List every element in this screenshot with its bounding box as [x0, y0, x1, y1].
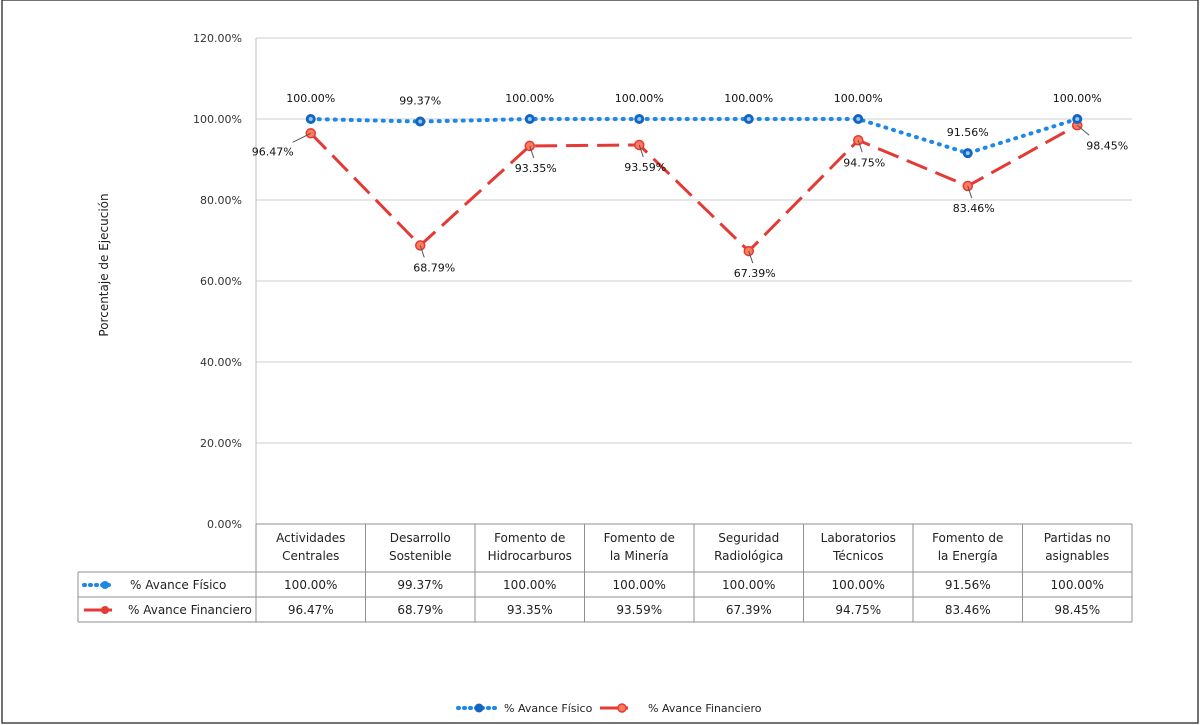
- data-label: 93.59%: [624, 161, 666, 174]
- table-cell: 100.00%: [1051, 578, 1104, 592]
- category-label: Sostenible: [389, 549, 452, 563]
- label-leader: [529, 145, 535, 159]
- category-label: Partidas no: [1044, 531, 1111, 545]
- label-leader: [638, 144, 644, 158]
- table-cell: 91.56%: [945, 578, 991, 592]
- table-cell: 100.00%: [722, 578, 775, 592]
- data-point-inner: [856, 117, 861, 121]
- y-axis: 0.00% 20.00% 40.00% 60.00% 80.00% 100.00% 120.…: [193, 32, 242, 531]
- row-key-marker: [101, 606, 109, 614]
- data-label: 99.37%: [399, 95, 441, 108]
- table-cell: 68.79%: [397, 603, 443, 617]
- data-label: 100.00%: [724, 92, 773, 105]
- category-label: Seguridad: [718, 531, 779, 545]
- table-cell: 98.45%: [1054, 603, 1100, 617]
- category-label: Técnicos: [832, 549, 883, 563]
- data-point-inner: [1075, 117, 1080, 121]
- table-cell: 67.39%: [726, 603, 772, 617]
- data-label: 98.45%: [1086, 139, 1128, 152]
- data-point-inner: [637, 117, 642, 121]
- legend-key-marker: [474, 703, 484, 713]
- row-key-marker: [101, 581, 109, 589]
- category-label: la Energía: [938, 549, 998, 563]
- label-leader: [1076, 124, 1090, 136]
- data-label: 83.46%: [953, 202, 995, 215]
- y-tick-label: 120.00%: [193, 32, 242, 45]
- data-label: 100.00%: [286, 92, 335, 105]
- category-label: Hidrocarburos: [488, 549, 572, 563]
- category-label: Radiológica: [714, 549, 783, 563]
- y-tick-label: 40.00%: [200, 356, 242, 369]
- category-label: Laboratorios: [821, 531, 896, 545]
- label-leader: [292, 132, 311, 143]
- label-leader: [748, 250, 754, 264]
- row-header: % Avance Financiero: [128, 603, 252, 617]
- y-tick-label: 80.00%: [200, 194, 242, 207]
- table-cell: 83.46%: [945, 603, 991, 617]
- table-cell: 93.35%: [507, 603, 553, 617]
- series-line: [308, 117, 1080, 156]
- legend-label: % Avance Físico: [504, 702, 593, 715]
- data-point-inner: [746, 117, 751, 121]
- data-point-inner: [965, 151, 970, 156]
- legend-key-marker: [617, 703, 627, 713]
- data-point-inner: [527, 117, 532, 121]
- table-cell: 93.59%: [616, 603, 662, 617]
- data-point-inner: [308, 117, 313, 121]
- y-axis-label: Porcentaje de Ejecución: [97, 193, 111, 336]
- table-cell: 94.75%: [835, 603, 881, 617]
- data-label: 94.75%: [843, 156, 885, 169]
- legend-label: % Avance Financiero: [648, 702, 762, 715]
- data-label: 100.00%: [834, 92, 883, 105]
- category-label: Centrales: [282, 549, 339, 563]
- data-label: 100.00%: [505, 92, 554, 105]
- category-label: Actividades: [276, 531, 345, 545]
- category-label: Desarrollo: [390, 531, 451, 545]
- series-line: [309, 123, 1078, 254]
- row-header: % Avance Físico: [130, 578, 226, 592]
- data-point-inner: [418, 119, 423, 124]
- y-tick-label: 100.00%: [193, 113, 242, 126]
- data-label: 96.47%: [252, 145, 294, 158]
- data-label: 68.79%: [413, 261, 455, 274]
- label-leader: [419, 245, 425, 258]
- category-label: Fomento de: [932, 531, 1003, 545]
- table-cell: 100.00%: [832, 578, 885, 592]
- legend: % Avance Físico % Avance Financiero: [456, 702, 762, 715]
- table-cell: 100.00%: [503, 578, 556, 592]
- data-label: 91.56%: [947, 126, 989, 139]
- table-cell: 100.00%: [284, 578, 337, 592]
- category-label: la Minería: [610, 549, 669, 563]
- category-label: Fomento de: [604, 531, 675, 545]
- data-label: 100.00%: [615, 92, 664, 105]
- y-tick-label: 20.00%: [200, 437, 242, 450]
- series-group: 100.00% 99.37% 100.00% 100.00% 100.00% 100.00…: [252, 92, 1128, 280]
- label-leader: [857, 140, 863, 153]
- table-cell: 100.00%: [613, 578, 666, 592]
- y-tick-label: 0.00%: [207, 518, 242, 531]
- data-label: 93.35%: [515, 162, 557, 175]
- y-tick-label: 60.00%: [200, 275, 242, 288]
- category-label: Fomento de: [494, 531, 565, 545]
- data-table: Actividades Centrales Desarrollo Sostenible…: [77, 523, 1133, 623]
- data-label: 67.39%: [734, 267, 776, 280]
- table-cell: 96.47%: [288, 603, 334, 617]
- data-label: 100.00%: [1053, 92, 1102, 105]
- table-cell: 99.37%: [397, 578, 443, 592]
- label-leader: [967, 185, 973, 199]
- category-label: asignables: [1045, 549, 1109, 563]
